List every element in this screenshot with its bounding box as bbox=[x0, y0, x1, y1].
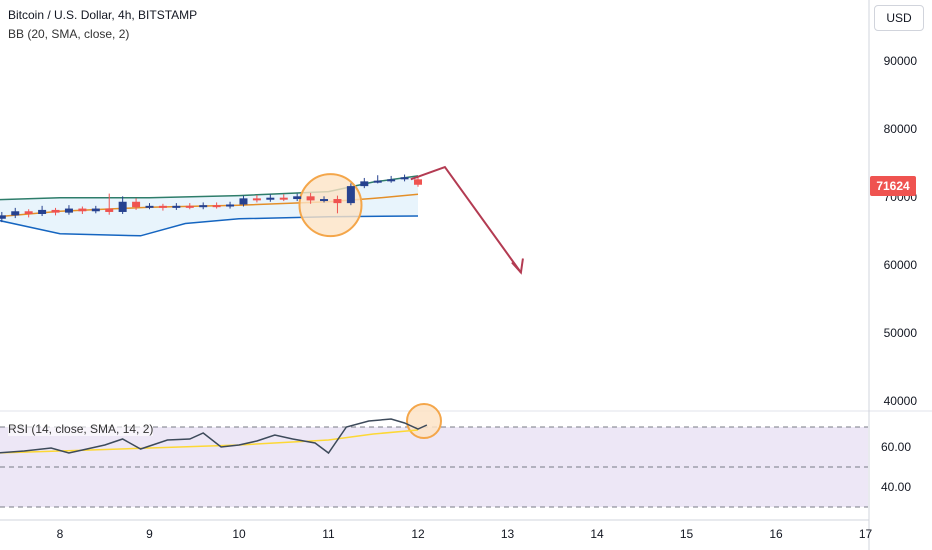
candle[interactable] bbox=[360, 181, 369, 187]
candle[interactable] bbox=[185, 205, 194, 208]
last-price-label: 71624 bbox=[876, 179, 910, 193]
time-axis-label: 16 bbox=[769, 527, 783, 541]
rsi-axis-label: 40.00 bbox=[881, 480, 911, 494]
currency-button[interactable]: USD bbox=[874, 5, 924, 31]
candle[interactable] bbox=[320, 199, 329, 202]
price-axis-label: 50000 bbox=[884, 326, 918, 340]
price-axis-label: 60000 bbox=[884, 258, 918, 272]
time-axis-label: 14 bbox=[590, 527, 604, 541]
projection-arrow[interactable] bbox=[410, 165, 522, 274]
rsi-line bbox=[0, 418, 428, 455]
candle[interactable] bbox=[293, 196, 302, 200]
time-axis-label: 15 bbox=[680, 527, 694, 541]
candle[interactable] bbox=[118, 201, 127, 212]
rsi-indicator-label[interactable]: RSI (14, close, SMA, 14, 2) bbox=[8, 422, 154, 436]
price-axis-label: 80000 bbox=[884, 122, 918, 136]
candle[interactable] bbox=[279, 197, 288, 200]
candle[interactable] bbox=[226, 204, 235, 207]
candle[interactable] bbox=[306, 196, 315, 201]
chart-title: Bitcoin / U.S. Dollar, 4h, BITSTAMP bbox=[8, 8, 198, 22]
candle[interactable] bbox=[145, 205, 154, 208]
time-axis-label: 8 bbox=[57, 527, 64, 541]
price-axis-label: 90000 bbox=[884, 54, 918, 68]
highlight-circle[interactable] bbox=[298, 173, 363, 238]
candle[interactable] bbox=[252, 198, 261, 201]
time-axis-label: 12 bbox=[411, 527, 425, 541]
candle[interactable] bbox=[387, 179, 396, 182]
candle[interactable] bbox=[373, 180, 382, 183]
candle[interactable] bbox=[105, 208, 114, 212]
candle[interactable] bbox=[199, 205, 208, 208]
bb-basis-line bbox=[0, 193, 419, 218]
candle[interactable] bbox=[64, 208, 73, 213]
candle[interactable] bbox=[24, 211, 33, 214]
arrow-head bbox=[511, 258, 524, 275]
candle[interactable] bbox=[38, 209, 47, 214]
candle[interactable] bbox=[0, 215, 6, 219]
rsi-axis-label: 60.00 bbox=[881, 440, 911, 454]
candle[interactable] bbox=[51, 209, 60, 213]
price-axis-label: 40000 bbox=[884, 394, 918, 408]
candle[interactable] bbox=[172, 205, 181, 208]
rsi-highlight-circle[interactable] bbox=[406, 403, 442, 439]
candle[interactable] bbox=[11, 211, 20, 216]
candle[interactable] bbox=[91, 208, 100, 212]
candle[interactable] bbox=[78, 208, 87, 212]
candle[interactable] bbox=[158, 205, 167, 208]
bb-indicator-label[interactable]: BB (20, SMA, close, 2) bbox=[8, 27, 130, 41]
time-axis-label: 13 bbox=[501, 527, 515, 541]
candle[interactable] bbox=[333, 199, 342, 204]
candle[interactable] bbox=[239, 198, 248, 205]
time-axis-label: 10 bbox=[232, 527, 246, 541]
last-price-tag bbox=[870, 175, 916, 196]
candle[interactable] bbox=[132, 201, 141, 208]
time-axis-label: 9 bbox=[146, 527, 153, 541]
candle[interactable] bbox=[346, 186, 355, 204]
candle[interactable] bbox=[414, 179, 422, 185]
time-axis-label: 17 bbox=[859, 527, 873, 541]
candle[interactable] bbox=[400, 177, 409, 180]
candle[interactable] bbox=[266, 197, 275, 200]
time-axis-label: 11 bbox=[322, 527, 335, 541]
bb-upper-line bbox=[0, 175, 419, 201]
candle[interactable] bbox=[212, 205, 221, 208]
